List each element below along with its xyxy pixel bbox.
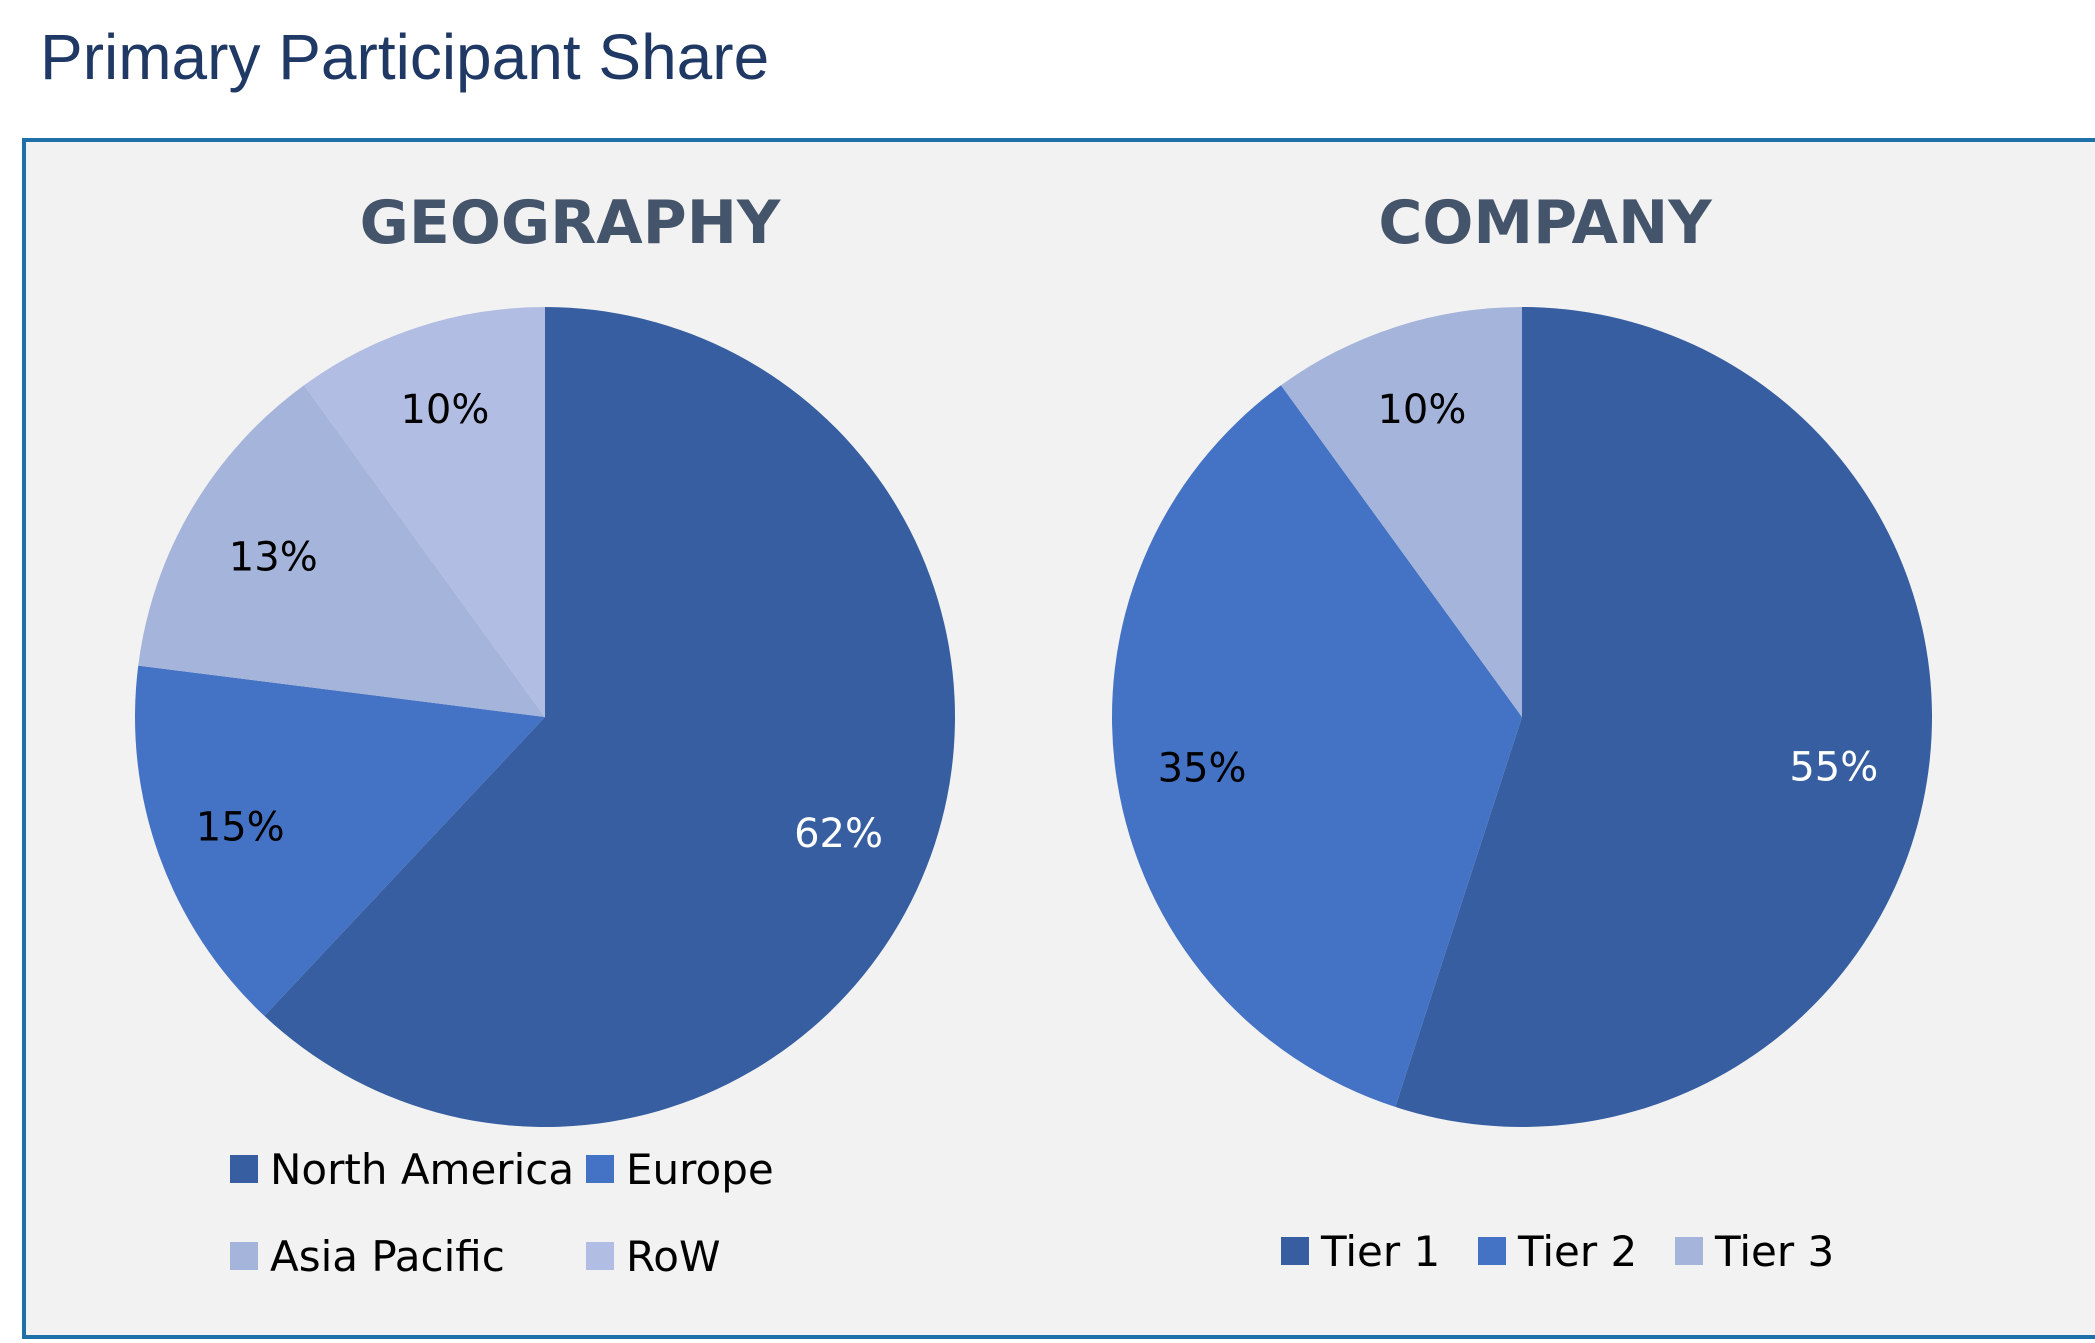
geography-legend-label-europe: Europe (626, 1145, 774, 1194)
company-legend-label-tier-1: Tier 1 (1320, 1227, 1440, 1276)
geography-legend-label-asia-pacific: Asia Pacific (270, 1232, 505, 1281)
company-legend-swatch-tier-3 (1675, 1237, 1703, 1265)
company-slice-tier-3 (1281, 307, 1522, 717)
geography-slice-row (304, 307, 545, 717)
company-slice-tier-1 (1395, 307, 1932, 1127)
geography-slice-europe (134, 665, 545, 1016)
company-legend-label-tier-3: Tier 3 (1714, 1227, 1834, 1276)
geography-slice-north-america (264, 307, 956, 1127)
geography-legend-label-north-america: North America (270, 1145, 574, 1194)
company-legend-swatch-tier-2 (1478, 1237, 1506, 1265)
company-chart-title: COMPANY (1378, 188, 1713, 258)
company-data-label-tier-1: 55% (1789, 744, 1878, 790)
company-data-label-tier-3: 10% (1377, 387, 1466, 433)
geography-legend-swatch-north-america (230, 1155, 258, 1183)
company-legend-swatch-tier-1 (1281, 1237, 1309, 1265)
geography-chart-title: GEOGRAPHY (360, 188, 782, 258)
page-title: Primary Participant Share (40, 21, 770, 93)
geography-data-label-asia-pacific: 13% (229, 534, 318, 580)
geography-legend-swatch-europe (586, 1155, 614, 1183)
geography-legend-swatch-row (586, 1242, 614, 1270)
geography-data-label-europe: 15% (196, 805, 285, 851)
geography-slice-asia-pacific (138, 385, 545, 717)
geography-data-label-north-america: 62% (794, 811, 883, 857)
company-legend-label-tier-2: Tier 2 (1517, 1227, 1637, 1276)
geography-legend-label-row: RoW (626, 1232, 721, 1281)
geography-data-label-row: 10% (400, 387, 489, 433)
company-data-label-tier-2: 35% (1158, 746, 1247, 792)
company-slice-tier-2 (1112, 385, 1522, 1107)
geography-legend-swatch-asia-pacific (230, 1242, 258, 1270)
